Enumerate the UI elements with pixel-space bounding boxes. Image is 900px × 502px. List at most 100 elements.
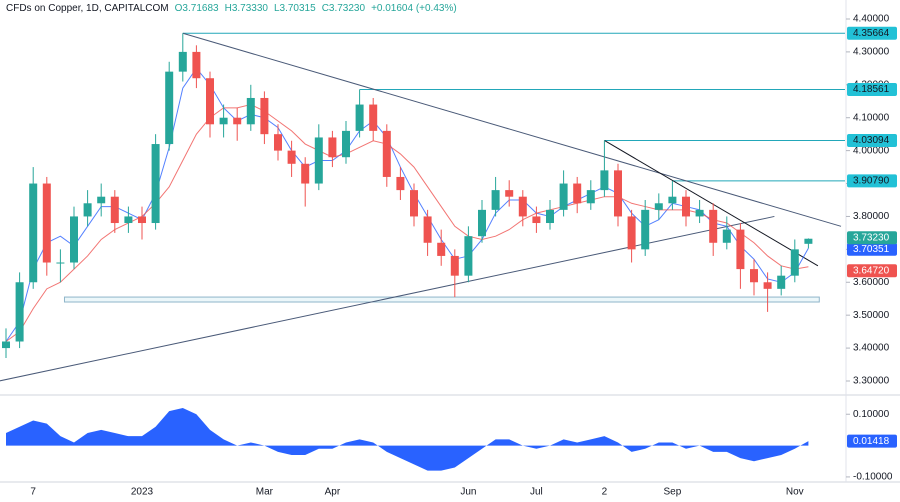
candle-body [165,71,174,145]
price-label-box [847,83,897,97]
candle-body [559,183,568,210]
candle-body [314,137,323,184]
price-label-box [847,174,897,188]
candle-body [464,236,473,276]
y-tick-label: 3.50000 [853,310,890,321]
candle-body [627,216,636,250]
y-tick-label: 3.80000 [853,211,890,222]
price-label: 3.64720 [853,265,890,276]
header-value: L3.70315 [274,3,316,14]
price-axis: 3.300003.400003.500003.600003.700003.800… [846,14,897,483]
candle-body [233,117,242,125]
x-tick-label: 2023 [131,487,154,498]
candle-body [42,183,51,263]
y-tick-label: 3.30000 [853,376,890,387]
price-label-box [847,231,897,245]
candle-body [505,190,514,197]
candle-body [736,229,745,270]
x-tick-label: Jun [460,487,476,498]
candle-body [491,190,500,210]
x-tick-label: Nov [786,487,804,498]
candle-body [410,190,418,217]
candle-body [355,104,364,131]
candle-body [437,242,446,256]
candle-body [15,282,24,342]
price-label: 3.73230 [853,232,890,243]
candle-body [83,203,92,217]
candle-body [790,249,799,276]
header-bg [0,0,430,16]
candle-body [138,216,146,224]
candle-body [763,282,772,289]
support-zone [63,296,820,303]
price-pane [0,32,845,382]
candle-body [246,97,255,125]
candle-body [586,190,595,204]
y-tick-label: 3.60000 [853,277,890,288]
chart-title: CFDs on Copper, 1D, CAPITALCOM [6,3,169,14]
y-tick-label: 4.30000 [853,47,890,58]
oscillator-area [6,407,809,471]
candle-body [342,130,350,158]
candle-body [518,196,527,217]
candle-body [151,144,160,224]
candle-body [682,196,690,217]
y-tick-label: 3.40000 [853,343,890,354]
oscillator-pane [6,407,809,471]
candle-body [178,51,187,72]
x-tick-label: Jul [530,487,543,498]
price-label: 3.90790 [853,176,890,187]
candle-body [219,117,228,125]
x-tick-label: 7 [30,487,36,498]
candle-body [614,170,622,217]
candle-body [124,216,133,224]
y-tick-label: 4.10000 [853,112,890,123]
price-label-box [847,26,897,40]
candle-body [2,341,10,349]
header-value: H3.73330 [225,3,269,14]
candle-body [287,150,296,164]
header-value: O3.71683 [175,3,219,14]
candle-body [396,176,405,191]
candle-body [369,104,378,131]
candle-body [654,203,663,210]
candle-body [260,97,269,135]
candle-body [573,183,582,204]
candle-body [478,209,486,237]
candle-body [777,275,786,289]
price-label: 0.01418 [853,436,890,447]
candle-body [110,196,119,224]
price-label-box [847,264,897,278]
candle-body [382,130,391,177]
candle-body [192,51,201,79]
header-value: C3.73230 [322,3,366,14]
candle-body [750,269,758,283]
candle-body [709,209,718,243]
candle-body [97,196,106,204]
trendline [604,140,819,267]
header-value: +0.01604 (+0.43%) [371,3,457,14]
candle-body [804,238,813,244]
price-label: 4.35664 [853,28,890,39]
candle-body [206,78,214,125]
trendline [182,32,842,227]
x-tick-label: Apr [325,487,341,498]
candle-body [70,216,78,263]
price-label-box [847,133,897,147]
y-tick-label: 4.00000 [853,145,890,156]
candle-body [274,134,282,151]
candle-body [722,229,731,243]
header: CFDs on Copper, 1D, CAPITALCOM O3.71683 H3… [6,3,457,14]
candle-body [29,183,38,283]
osc-tick-label: -0.10000 [853,472,893,483]
candle-body [423,216,432,243]
price-label: 4.03094 [853,135,890,146]
candle-body [695,209,704,217]
x-tick-label: Mar [256,487,274,498]
candle-body [328,137,337,158]
x-tick-label: 2 [602,487,608,498]
x-tick-label: Sep [664,487,682,498]
candle-body [532,216,541,224]
